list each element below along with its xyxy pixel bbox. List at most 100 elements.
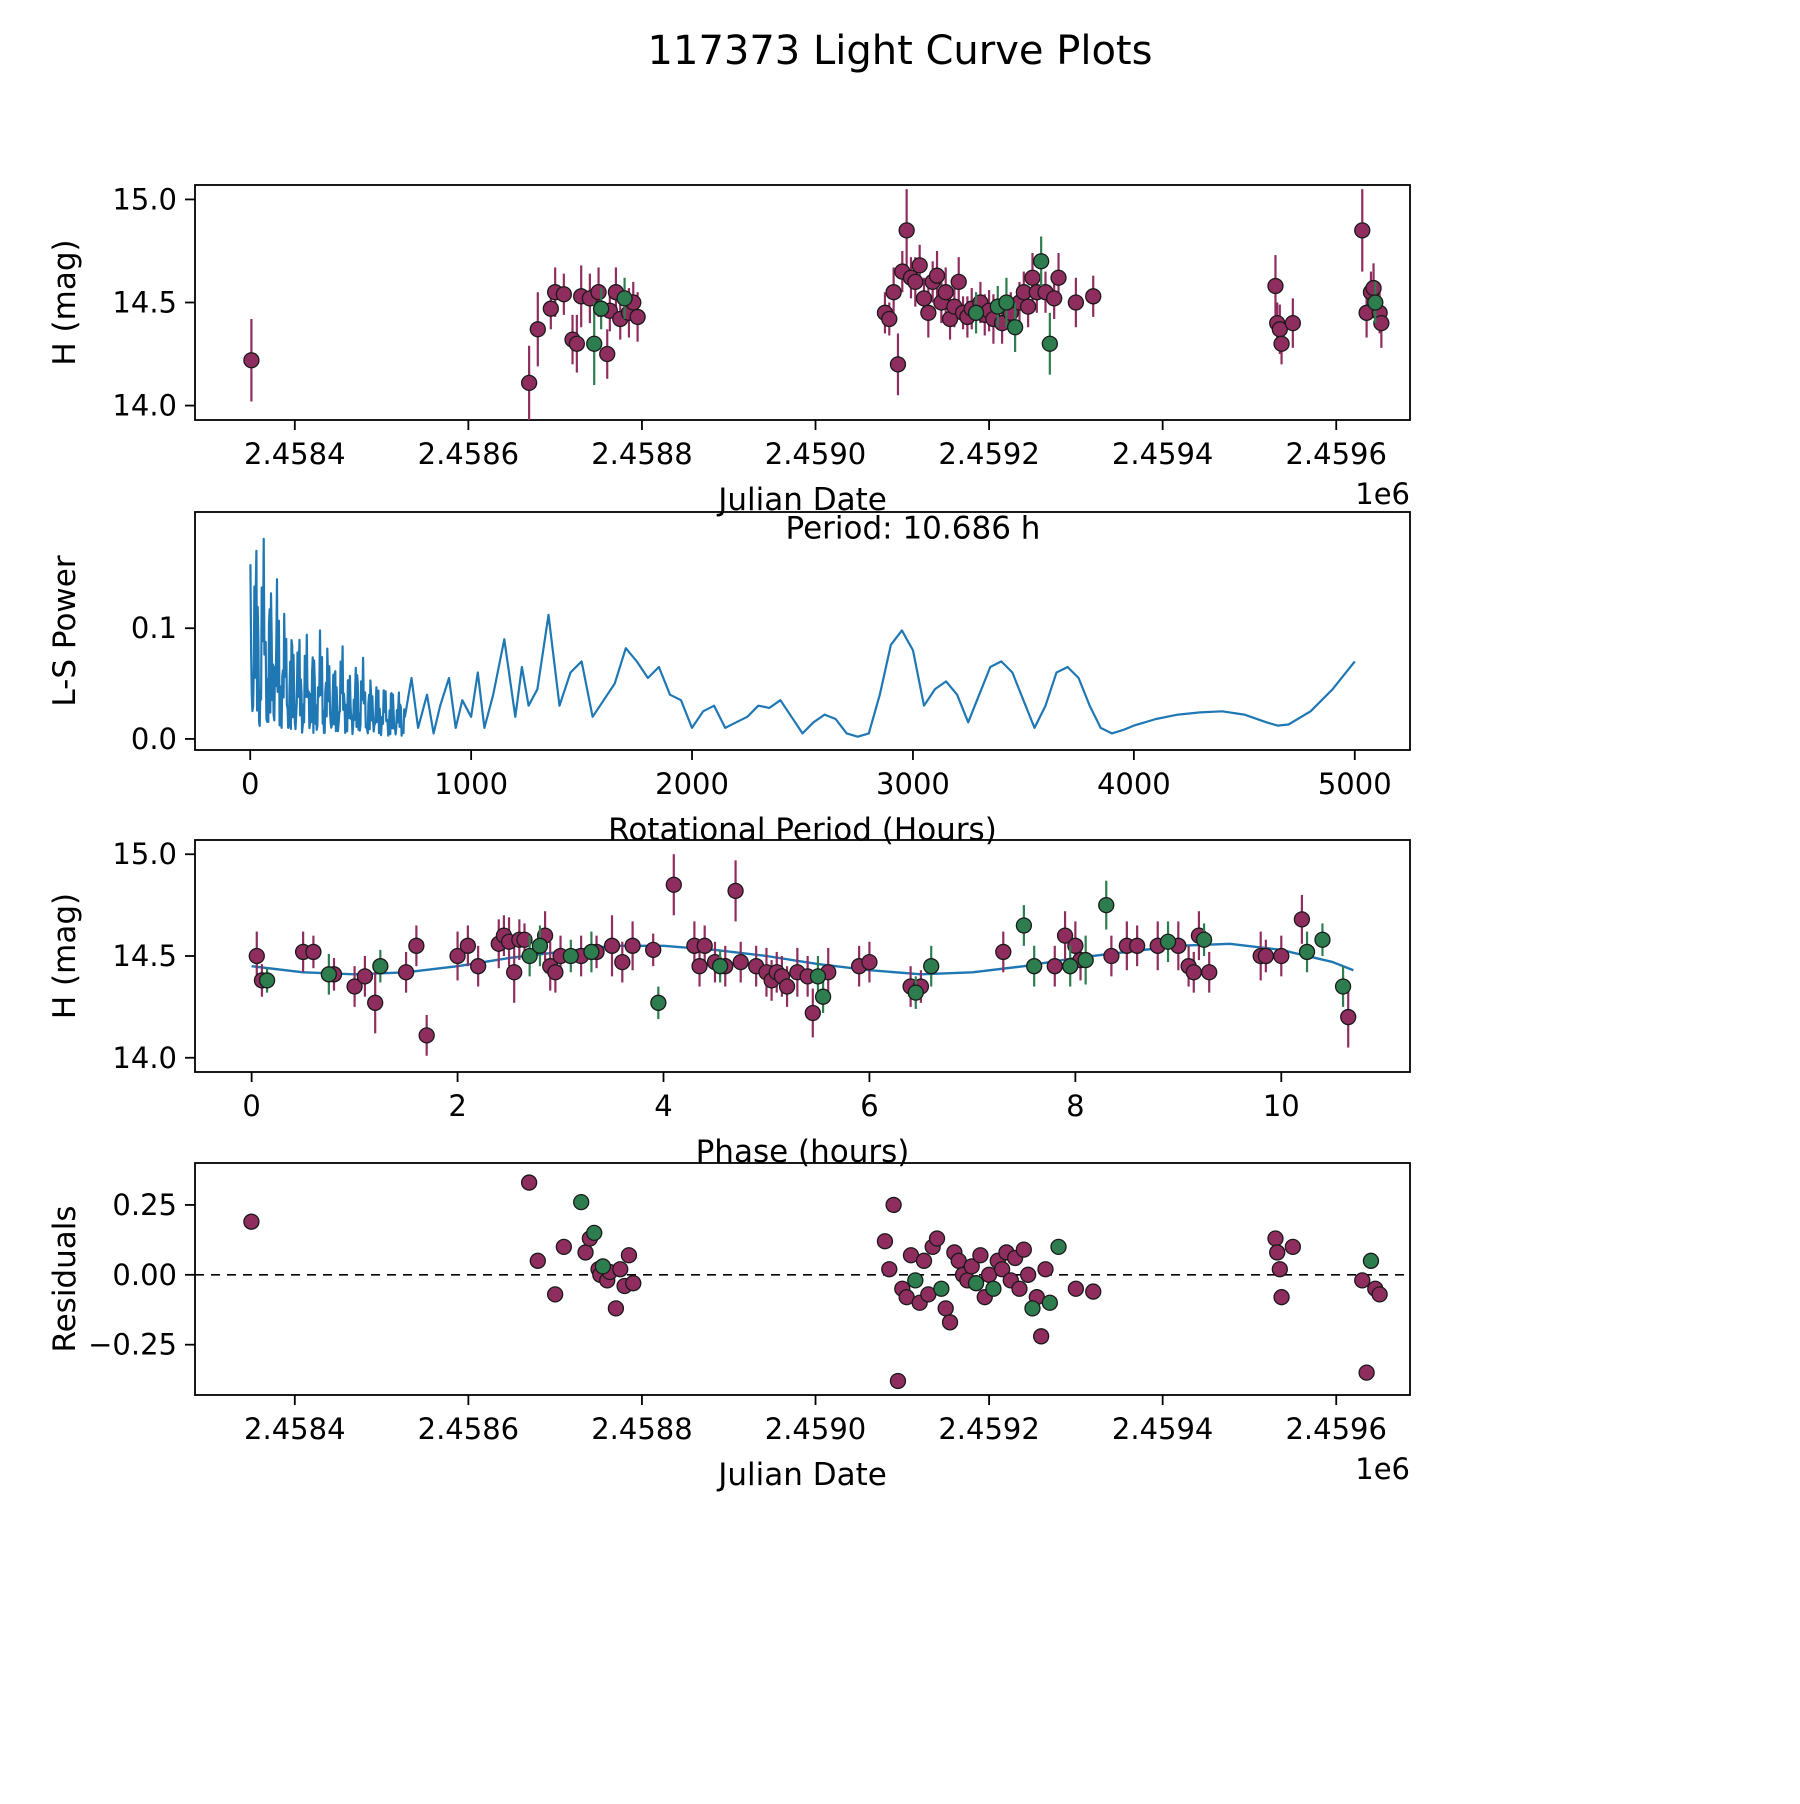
data-point (1067, 1280, 1085, 1297)
x-tick-label: 2.4584 (244, 1412, 345, 1446)
data-point (562, 947, 579, 965)
x-tick-label: 0 (241, 767, 259, 801)
data-point (1314, 931, 1331, 948)
data-point (998, 294, 1015, 311)
y-ticks: 14.0 14.5 15.0 (112, 182, 195, 423)
data-point (577, 1244, 594, 1261)
data-point (408, 937, 425, 954)
axis-offset-label: 1e6 (1355, 477, 1410, 511)
data-point (1273, 1289, 1290, 1306)
x-tick-label: 0 (242, 1089, 260, 1123)
x-tick-label: 2.4588 (591, 1412, 692, 1446)
data-point (911, 257, 928, 274)
data-point (1103, 947, 1120, 965)
data-point (1026, 958, 1043, 975)
data-point (1015, 917, 1033, 934)
data-point (1365, 279, 1382, 297)
data-point (612, 1261, 629, 1278)
x-ticks: 0 2 4 6 8 10 (242, 1072, 1300, 1123)
subplot-residuals: 2.4584 2.4586 2.4588 2.4590 2.4592 2.4594 2.45… (47, 1162, 1411, 1493)
y-axis-label: H (mag) (47, 893, 83, 1019)
x-tick-label: 2.4584 (244, 437, 345, 471)
data-point (372, 958, 389, 975)
data-point (1019, 1266, 1037, 1283)
x-tick-label: 3000 (876, 767, 950, 801)
data-point (1077, 951, 1094, 969)
data-point (861, 953, 878, 971)
data-point (547, 964, 564, 981)
data-point (920, 304, 937, 321)
x-tick-label: 2.4592 (938, 437, 1039, 471)
data-point (568, 335, 586, 352)
data-point (1098, 896, 1115, 914)
data-point (506, 964, 523, 981)
x-tick-label: 2.4586 (418, 437, 519, 471)
y-tick-label: 14.5 (112, 939, 177, 973)
period-annotation: Period: 10.686 h (785, 511, 1040, 547)
data-point (1041, 335, 1058, 352)
data-point (346, 978, 363, 995)
data-point (529, 1252, 546, 1269)
x-tick-label: 2.4590 (765, 437, 866, 471)
data-point (923, 958, 940, 975)
x-tick-label: 5000 (1318, 767, 1392, 801)
data-point (711, 958, 729, 975)
y-tick-label: 14.5 (112, 286, 177, 320)
data-point (650, 994, 667, 1011)
y-tick-label: −0.25 (88, 1328, 177, 1362)
data-point (727, 882, 744, 900)
x-tick-label: 4000 (1097, 767, 1171, 801)
y-tick-label: 0.0 (131, 722, 177, 756)
x-tick-label: 2.4594 (1112, 1412, 1213, 1446)
data-point (1019, 298, 1037, 315)
data-point (778, 978, 796, 995)
data-point (1354, 222, 1371, 239)
x-tick-label: 2.4586 (418, 1412, 519, 1446)
data-point (1267, 277, 1284, 295)
data-point (967, 1275, 985, 1292)
data-point (243, 1213, 260, 1230)
data-point (1371, 1286, 1388, 1303)
x-ticks: 0 1000 2000 3000 4000 5000 (241, 750, 1392, 801)
data-point (1067, 294, 1085, 311)
data-point (1046, 290, 1063, 307)
data-point (258, 972, 276, 989)
data-point (814, 988, 832, 1005)
x-tick-label: 2.4590 (765, 1412, 866, 1446)
x-ticks: 2.4584 2.4586 2.4588 2.4590 2.4592 2.4594 2.45… (244, 1395, 1387, 1446)
data-point (941, 1314, 959, 1331)
x-tick-label: 4 (654, 1089, 672, 1123)
data-point (1185, 964, 1202, 981)
data-point (1284, 314, 1301, 332)
data-point (586, 335, 603, 352)
data-point (933, 1280, 950, 1297)
data-point (1362, 1252, 1380, 1269)
periodogram-line (249, 537, 1356, 738)
data-point (243, 352, 260, 369)
data-point (1011, 1280, 1028, 1297)
data-point (1067, 937, 1084, 954)
data-point (586, 1224, 603, 1242)
data-point (593, 300, 610, 317)
data-point (614, 953, 631, 971)
data-point (1085, 288, 1102, 305)
data-point (1354, 1272, 1371, 1289)
data-point (889, 1372, 907, 1390)
data-point (1015, 1241, 1032, 1258)
data-point (1293, 911, 1311, 928)
y-tick-label: 0.1 (131, 611, 177, 645)
x-tick-label: 2.4592 (938, 1412, 1039, 1446)
data-point (1340, 1008, 1357, 1026)
y-axis-label: Residuals (47, 1205, 83, 1352)
data-point (248, 947, 265, 965)
y-tick-label: 14.0 (112, 389, 177, 423)
data-point (1267, 1230, 1284, 1247)
x-tick-label: 2 (448, 1089, 466, 1123)
data-point (809, 968, 827, 985)
data-point (470, 958, 487, 975)
data-point (881, 310, 898, 328)
data-point (804, 1004, 821, 1022)
axes-box (194, 511, 1411, 751)
data-point (583, 943, 600, 961)
